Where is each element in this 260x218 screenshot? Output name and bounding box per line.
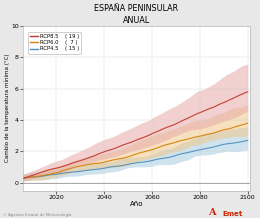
Y-axis label: Cambio de la temperatura mínima (°C): Cambio de la temperatura mínima (°C) — [4, 54, 10, 162]
X-axis label: Año: Año — [130, 201, 143, 207]
Text: Emet: Emet — [222, 211, 243, 217]
Legend: RCP8.5    ( 19 ), RCP6.0    (  7 ), RCP4.5    ( 15 ): RCP8.5 ( 19 ), RCP6.0 ( 7 ), RCP4.5 ( 15… — [28, 32, 81, 54]
Text: A: A — [208, 208, 216, 217]
Title: ESPAÑA PENINSULAR
ANUAL: ESPAÑA PENINSULAR ANUAL — [94, 4, 179, 25]
Text: © Agencia Estatal de Meteorología: © Agencia Estatal de Meteorología — [3, 213, 71, 217]
